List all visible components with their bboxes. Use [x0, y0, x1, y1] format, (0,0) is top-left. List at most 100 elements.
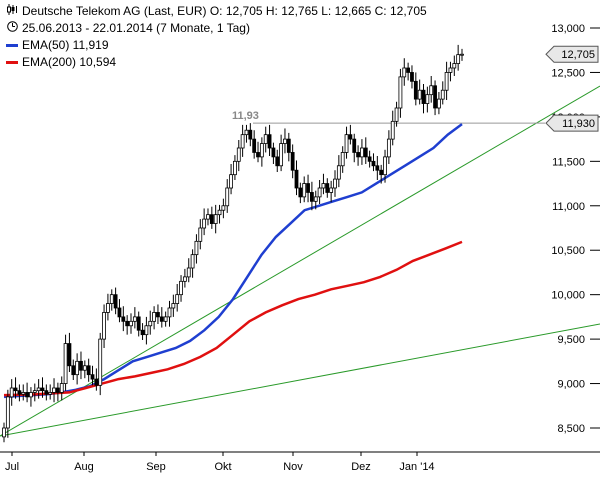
candle-body: [406, 67, 411, 73]
candle-body: [402, 67, 407, 78]
legend-ema200: EMA(200) 10,594: [6, 55, 116, 69]
candle-body: [386, 138, 391, 158]
x-tick-label: Jul: [5, 461, 19, 473]
header-title: Deutsche Telekom AG (Last, EUR) O: 12,70…: [6, 4, 427, 18]
candle-body: [367, 156, 372, 162]
candle-body: [202, 218, 207, 229]
candles: [2, 44, 464, 443]
candle-body: [59, 383, 64, 393]
candle-body: [344, 134, 349, 153]
candle-body: [71, 365, 76, 376]
candle-body: [55, 387, 60, 393]
candlestick-chart-icon: [6, 4, 19, 18]
candle-body: [460, 53, 464, 56]
candle-body: [325, 183, 330, 193]
resistance-line: 11,93: [232, 110, 545, 124]
candle-body: [429, 85, 434, 96]
candle-body: [13, 387, 18, 392]
candle-body: [425, 94, 430, 104]
candle-body: [456, 54, 461, 64]
y-tick-label: 13,000: [551, 23, 585, 35]
candle-body: [352, 138, 357, 153]
candle-body: [156, 312, 160, 318]
candle-body: [109, 294, 114, 304]
candle-body: [198, 227, 203, 242]
candle-body: [336, 165, 341, 180]
candle-body: [279, 143, 284, 167]
candle-body: [421, 89, 426, 104]
candle-body: [209, 214, 214, 224]
price-labels: 12,705 11,930: [545, 45, 599, 132]
candle-body: [190, 254, 195, 269]
candle-body: [267, 134, 272, 149]
x-tick-label: Sep: [146, 461, 166, 473]
candle-body: [9, 387, 14, 398]
candle-body: [356, 152, 360, 158]
candle-body: [340, 152, 345, 167]
ema-line: [3, 240, 463, 397]
resistance-label: 11,93: [232, 110, 259, 122]
legend-label: EMA(50) 11,919: [22, 38, 109, 52]
candle-body: [371, 160, 376, 167]
x-tick-label: Nov: [283, 461, 303, 473]
y-tick-label: 8,500: [557, 423, 585, 435]
candle-body: [329, 187, 334, 193]
candle-body: [225, 187, 230, 207]
candle-body: [21, 392, 26, 395]
candle-body: [171, 303, 176, 309]
y-tick-label: 11,500: [552, 156, 585, 168]
candle-body: [398, 76, 403, 109]
resistance-flag-text: 11,930: [562, 118, 595, 130]
candle-body: [102, 312, 106, 340]
candle-body: [348, 134, 353, 140]
candle-body: [82, 365, 87, 371]
candle-body: [333, 178, 337, 189]
candle-body: [244, 129, 249, 136]
y-tick-label: 10,000: [551, 290, 585, 302]
title-line: Deutsche Telekom AG (Last, EUR) O: 12,70…: [22, 4, 427, 18]
candle-body: [182, 276, 187, 282]
candle-body: [360, 147, 364, 158]
y-axis: 8,500 9,000 9,500 10,000 10,500 11,000 11,500 1…: [551, 23, 600, 435]
candle-body: [236, 147, 241, 162]
y-tick-label: 12,500: [551, 67, 585, 79]
trendline: [0, 85, 600, 437]
candle-body: [106, 303, 110, 313]
candle-body: [437, 98, 441, 109]
candle-body: [317, 187, 322, 198]
ema-lines: [3, 123, 463, 399]
candle-body: [213, 214, 218, 224]
candle-body: [2, 427, 6, 438]
candle-body: [121, 316, 126, 322]
candle-body: [144, 325, 149, 336]
candle-body: [375, 165, 380, 171]
candle-body: [90, 374, 95, 380]
candle-body: [229, 174, 233, 189]
candle-body: [221, 205, 226, 211]
candle-body: [394, 107, 399, 122]
candle-body: [433, 85, 437, 109]
candle-body: [444, 72, 449, 91]
candle-body: [256, 152, 260, 158]
x-tick-label: Dez: [351, 461, 371, 473]
trendlines: [0, 85, 600, 437]
legend-label: EMA(200) 10,594: [22, 55, 117, 69]
candle-body: [194, 240, 199, 256]
candle-body: [48, 392, 53, 395]
candle-body: [302, 183, 307, 198]
candle-body: [5, 396, 10, 429]
candle-body: [233, 160, 237, 176]
candle-body: [217, 209, 222, 216]
candle-body: [163, 316, 168, 322]
candle-body: [36, 387, 41, 392]
candle-body: [17, 390, 22, 395]
candle-body: [252, 138, 257, 153]
candle-body: [186, 267, 191, 278]
candle-body: [148, 320, 153, 327]
candle-body: [25, 392, 29, 398]
candle-body: [321, 183, 326, 189]
candle-body: [129, 320, 133, 327]
candle-body: [240, 134, 245, 149]
candle-body: [179, 280, 183, 296]
candle-body: [79, 360, 83, 371]
